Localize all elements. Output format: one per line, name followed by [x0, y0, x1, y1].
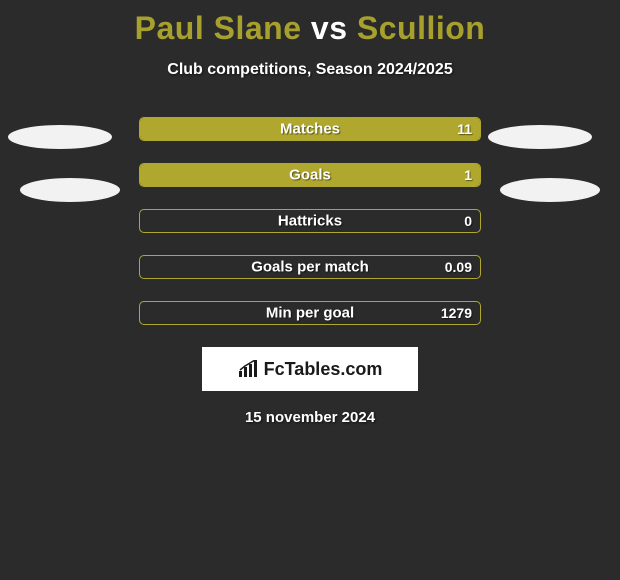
stat-value-right: 1279 — [441, 305, 472, 321]
stat-value-right: 1 — [464, 167, 472, 183]
date-line: 15 november 2024 — [0, 409, 620, 426]
logo-box: FcTables.com — [202, 347, 418, 391]
stat-fill-right — [140, 118, 480, 140]
stat-row: Goals per match0.09 — [139, 255, 481, 279]
stat-label: Goals per match — [140, 259, 480, 276]
title-prefix: Paul Slane — [135, 10, 302, 46]
stat-row: Goals1 — [139, 163, 481, 187]
stat-row: Matches11 — [139, 117, 481, 141]
decorative-ellipse — [488, 125, 592, 149]
decorative-ellipse — [20, 178, 120, 202]
decorative-ellipse — [500, 178, 600, 202]
subtitle: Club competitions, Season 2024/2025 — [0, 61, 620, 79]
logo-text: FcTables.com — [264, 359, 383, 380]
logo: FcTables.com — [238, 359, 383, 380]
decorative-ellipse — [8, 125, 112, 149]
stat-label: Min per goal — [140, 305, 480, 322]
stat-label: Hattricks — [140, 213, 480, 230]
page-title: Paul Slane vs Scullion — [0, 0, 620, 47]
bars-icon — [238, 360, 260, 378]
stat-value-right: 11 — [457, 121, 472, 137]
stat-value-right: 0.09 — [445, 259, 472, 275]
stat-fill-right — [140, 164, 480, 186]
title-suffix: Scullion — [357, 10, 485, 46]
stat-row: Hattricks0 — [139, 209, 481, 233]
stat-row: Min per goal1279 — [139, 301, 481, 325]
title-connector: vs — [302, 10, 357, 46]
stat-value-right: 0 — [464, 213, 472, 229]
chart-area: Matches11 Goals1 Hattricks0 Goals per match… — [0, 117, 620, 426]
